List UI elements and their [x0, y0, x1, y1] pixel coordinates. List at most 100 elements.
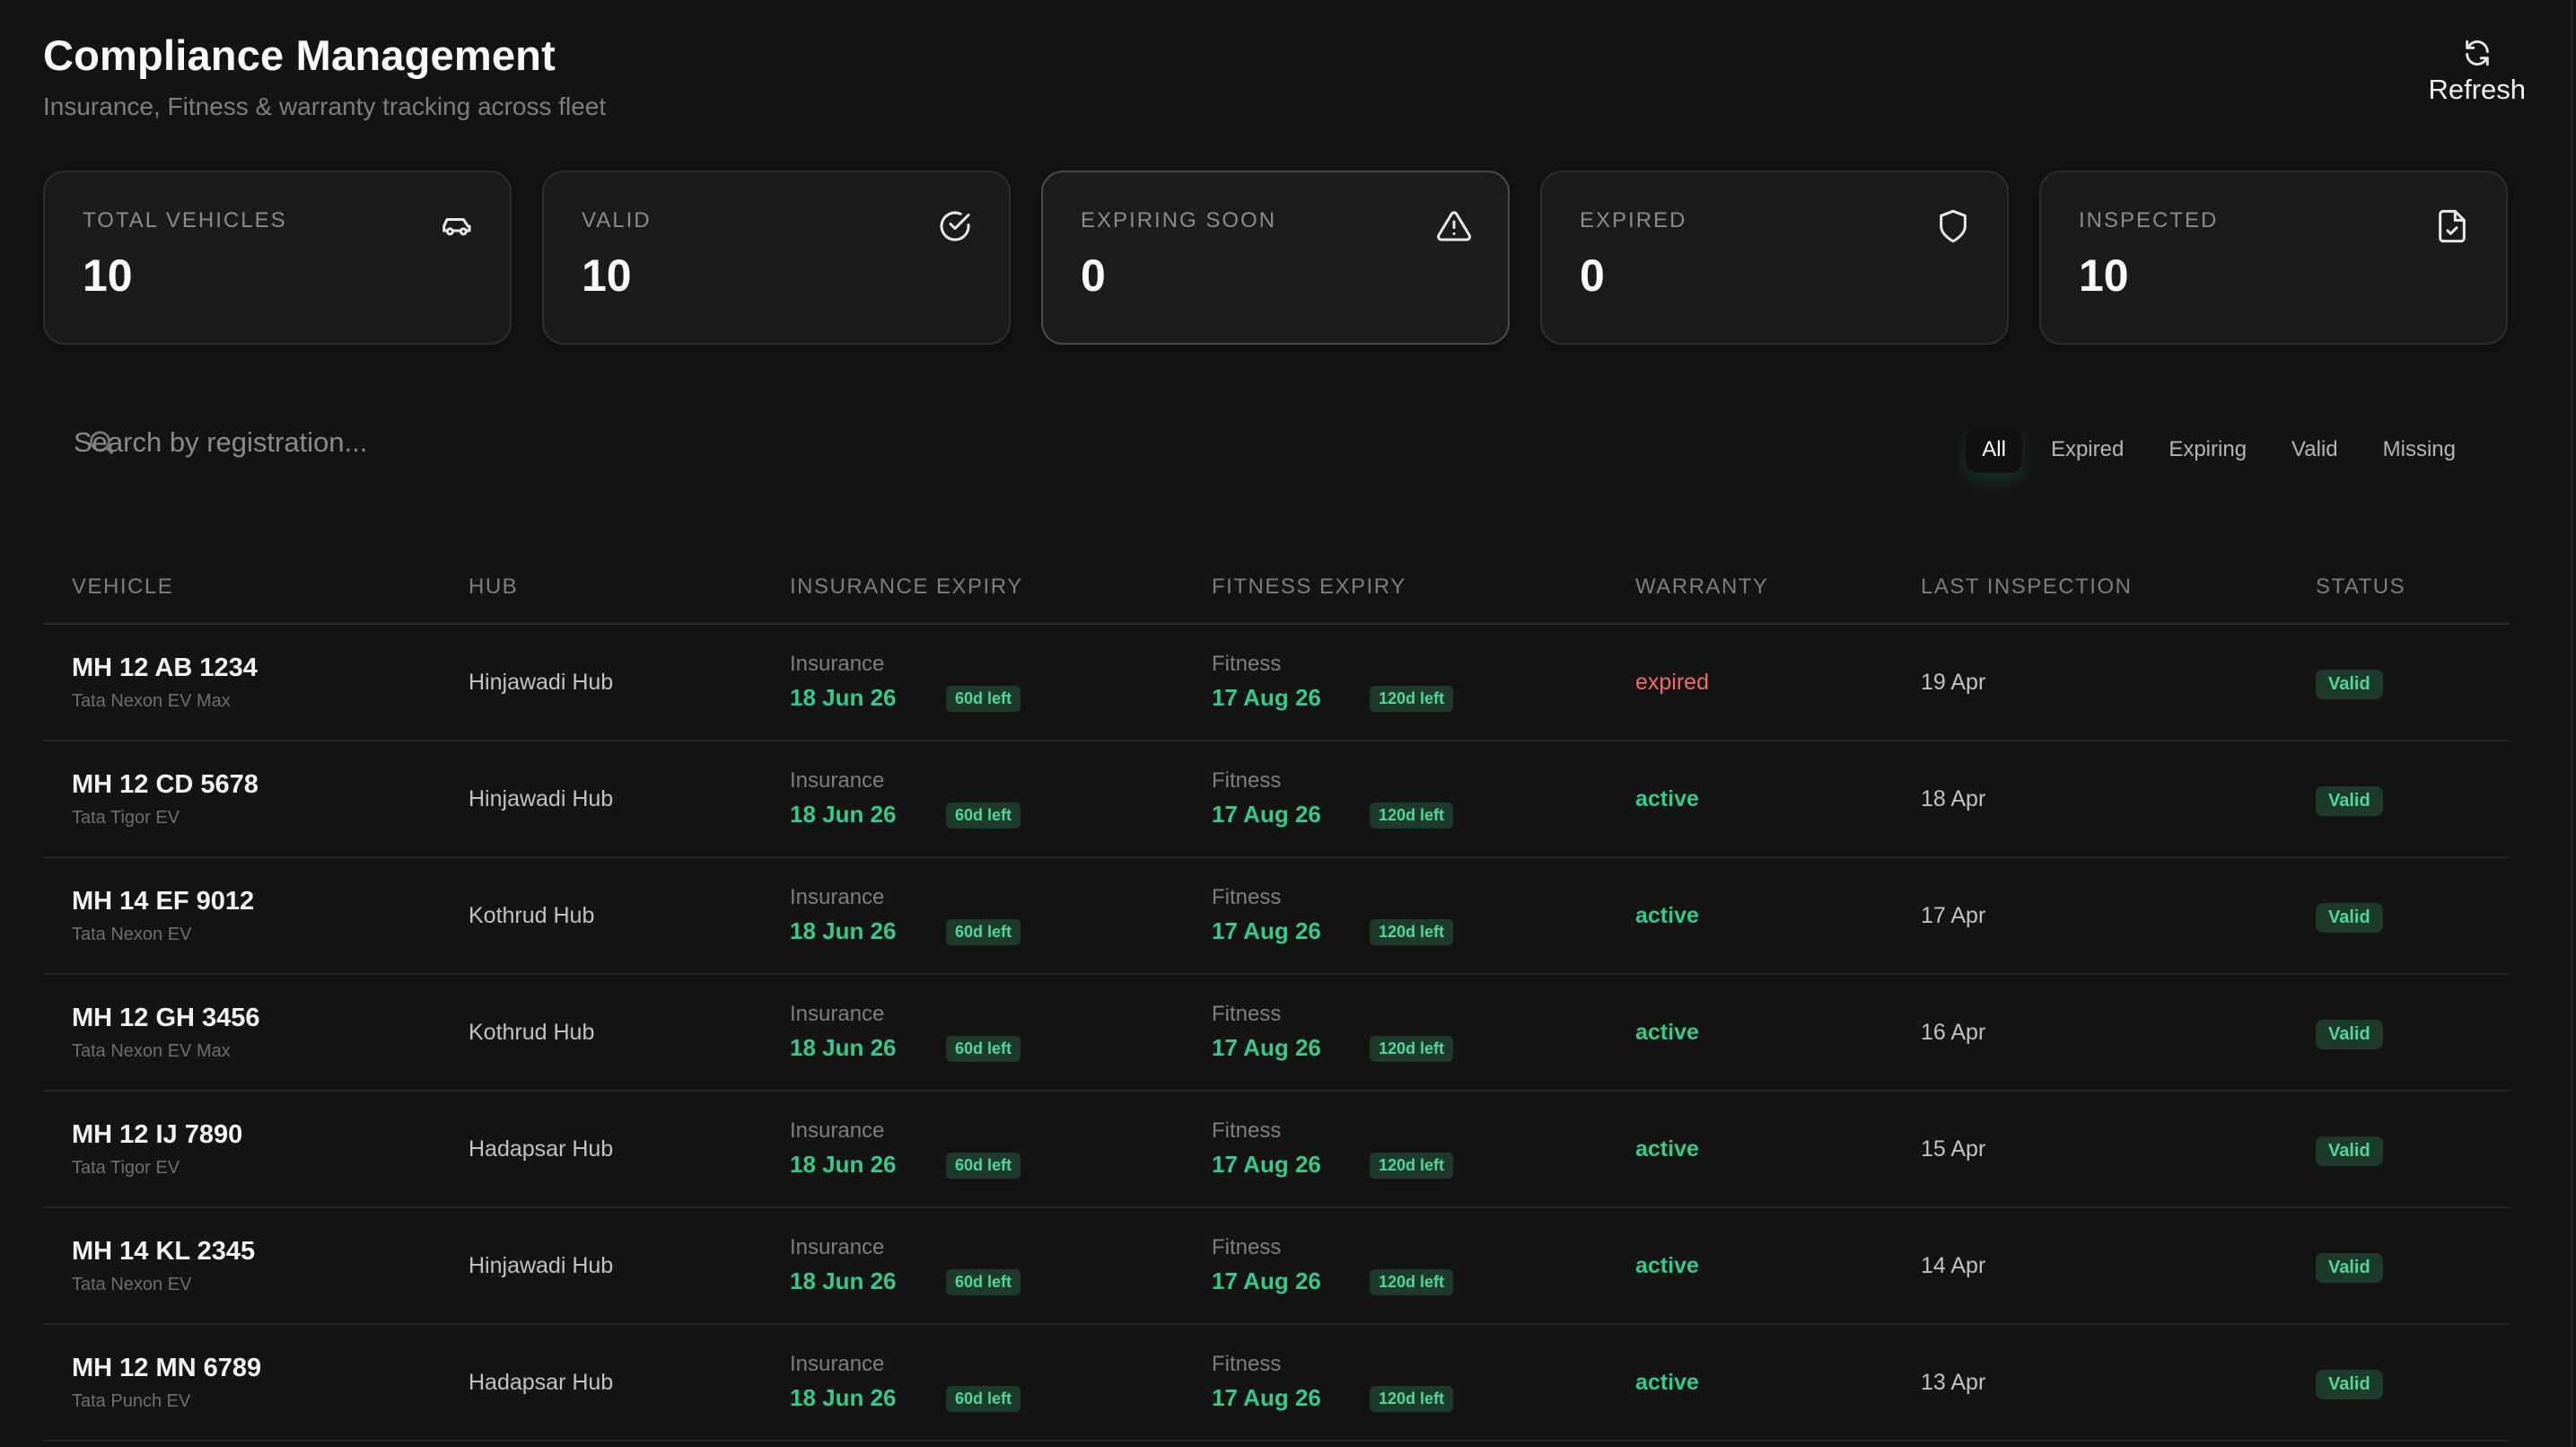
filter-expiring[interactable]: Expiring: [2169, 437, 2247, 461]
card-expired: EXPIRED 0: [1540, 171, 2009, 345]
filter-valid[interactable]: Valid: [2291, 437, 2338, 461]
vehicle-registration: MH 12 AB 1234: [72, 653, 258, 682]
warranty-status: active: [1635, 1370, 1699, 1395]
fitness-date: 17 Aug 26: [1212, 1034, 1321, 1061]
insurance-date: 18 Jun 26: [790, 1267, 897, 1294]
table-row[interactable]: MH 12 MN 6789 Tata Punch EV Hadapsar Hub…: [43, 1325, 2510, 1442]
search-box: [72, 422, 704, 463]
insurance-date: 18 Jun 26: [790, 1384, 897, 1411]
search-input[interactable]: [72, 422, 704, 463]
fitness-label: Fitness: [1212, 1235, 1282, 1259]
hub-name: Hinjawadi Hub: [469, 786, 614, 811]
table-row[interactable]: MH 12 IJ 7890 Tata Tigor EV Hadapsar Hub…: [43, 1092, 2510, 1208]
fitness-days-left-badge: 120d left: [1370, 1153, 1454, 1179]
column-header-last-inspection[interactable]: LAST INSPECTION: [1921, 574, 2133, 599]
insurance-days-left-badge: 60d left: [946, 686, 1021, 712]
shield-icon: [1940, 209, 1967, 243]
fitness-date: 17 Aug 26: [1212, 917, 1321, 944]
fitness-days-left-badge: 120d left: [1370, 686, 1454, 712]
insurance-label: Insurance: [790, 1352, 885, 1376]
fitness-days-left-badge: 120d left: [1370, 919, 1454, 945]
page-subtitle: Insurance, Fitness & warranty tracking a…: [43, 92, 607, 120]
table-row[interactable]: MH 12 CD 5678 Tata Tigor EV Hinjawadi Hu…: [43, 741, 2510, 858]
fitness-date: 17 Aug 26: [1212, 1384, 1321, 1411]
table-row[interactable]: MH 12 GH 3456 Tata Nexon EV Max Kothrud …: [43, 975, 2510, 1092]
card-value: 10: [2079, 250, 2129, 301]
column-header-status[interactable]: STATUS: [2316, 574, 2406, 599]
vehicle-model: Tata Nexon EV: [72, 1275, 192, 1294]
insurance-label: Insurance: [790, 885, 885, 909]
insurance-days-left-badge: 60d left: [946, 1386, 1021, 1412]
card-value: 10: [582, 250, 632, 301]
filter-tabs: All Expired Expiring Valid Missing: [1966, 426, 2472, 473]
column-header-vehicle[interactable]: VEHICLE: [72, 574, 174, 599]
last-inspection-date: 13 Apr: [1921, 1370, 1986, 1395]
fitness-days-left-badge: 120d left: [1370, 1036, 1454, 1062]
fitness-label: Fitness: [1212, 1352, 1282, 1376]
filter-missing[interactable]: Missing: [2382, 437, 2456, 461]
card-label: VALID: [582, 208, 652, 232]
vehicle-registration: MH 12 MN 6789: [72, 1354, 262, 1382]
table-row[interactable]: MH 14 EF 9012 Tata Nexon EV Kothrud Hub …: [43, 858, 2510, 975]
last-inspection-date: 14 Apr: [1921, 1253, 1986, 1278]
vehicle-registration: MH 12 GH 3456: [72, 1004, 260, 1032]
insurance-days-left-badge: 60d left: [946, 1269, 1021, 1295]
warranty-status: expired: [1635, 670, 1709, 695]
filter-all[interactable]: All: [1966, 426, 2022, 473]
refresh-button[interactable]: Refresh: [2428, 38, 2526, 106]
summary-cards: TOTAL VEHICLES 10 VALID 10 EXPIRING SOON…: [43, 171, 2508, 345]
insurance-days-left-badge: 60d left: [946, 802, 1021, 829]
hub-name: Hinjawadi Hub: [469, 670, 614, 695]
last-inspection-date: 17 Apr: [1921, 903, 1986, 928]
column-header-fitness-expiry[interactable]: FITNESS EXPIRY: [1212, 574, 1406, 599]
vehicle-model: Tata Tigor EV: [72, 808, 180, 828]
status-badge: Valid: [2316, 1020, 2383, 1049]
warranty-status: active: [1635, 1020, 1699, 1045]
insurance-label: Insurance: [790, 1002, 885, 1026]
vehicle-registration: MH 12 CD 5678: [72, 770, 258, 799]
fitness-days-left-badge: 120d left: [1370, 1386, 1454, 1412]
column-header-insurance-expiry[interactable]: INSURANCE EXPIRY: [790, 574, 1023, 599]
column-header-hub[interactable]: HUB: [469, 574, 519, 599]
table-row[interactable]: MH 12 AB 1234 Tata Nexon EV Max Hinjawad…: [43, 625, 2510, 741]
fitness-label: Fitness: [1212, 652, 1282, 676]
table-header: VEHICLE HUB INSURANCE EXPIRY FITNESS EXP…: [43, 566, 2510, 625]
vehicle-registration: MH 14 KL 2345: [72, 1237, 256, 1266]
status-badge: Valid: [2316, 786, 2383, 816]
table-row[interactable]: MH 14 KL 2345 Tata Nexon EV Hinjawadi Hu…: [43, 1208, 2510, 1325]
file-check-icon: [2439, 209, 2466, 243]
card-value: 10: [83, 250, 133, 301]
vehicle-model: Tata Nexon EV: [72, 925, 192, 944]
card-label: INSPECTED: [2079, 208, 2219, 232]
insurance-label: Insurance: [790, 1235, 885, 1259]
insurance-date: 18 Jun 26: [790, 917, 897, 944]
fitness-label: Fitness: [1212, 1118, 1282, 1143]
fitness-date: 17 Aug 26: [1212, 1267, 1321, 1294]
insurance-date: 18 Jun 26: [790, 684, 897, 711]
insurance-label: Insurance: [790, 1118, 885, 1143]
insurance-date: 18 Jun 26: [790, 801, 897, 828]
page-title: Compliance Management: [43, 31, 556, 79]
compliance-table: VEHICLE HUB INSURANCE EXPIRY FITNESS EXP…: [43, 566, 2510, 1442]
vehicle-model: Tata Nexon EV Max: [72, 691, 231, 711]
warranty-status: active: [1635, 1136, 1699, 1162]
fitness-days-left-badge: 120d left: [1370, 802, 1454, 829]
page-header: Compliance Management Insurance, Fitness…: [43, 31, 606, 121]
vehicle-registration: MH 14 EF 9012: [72, 887, 255, 916]
hub-name: Kothrud Hub: [469, 1020, 595, 1045]
fitness-days-left-badge: 120d left: [1370, 1269, 1454, 1295]
card-value: 0: [1081, 250, 1106, 301]
fitness-date: 17 Aug 26: [1212, 684, 1321, 711]
check-circle-icon: [940, 211, 970, 241]
last-inspection-date: 18 Apr: [1921, 786, 1986, 811]
last-inspection-date: 19 Apr: [1921, 670, 1986, 695]
fitness-date: 17 Aug 26: [1212, 801, 1321, 828]
filter-expired[interactable]: Expired: [2050, 437, 2125, 461]
insurance-date: 18 Jun 26: [790, 1151, 897, 1178]
column-header-warranty[interactable]: WARRANTY: [1635, 574, 1769, 599]
refresh-icon: [2465, 39, 2489, 66]
status-badge: Valid: [2316, 670, 2383, 699]
warranty-status: active: [1635, 1253, 1699, 1278]
insurance-days-left-badge: 60d left: [946, 1036, 1021, 1062]
